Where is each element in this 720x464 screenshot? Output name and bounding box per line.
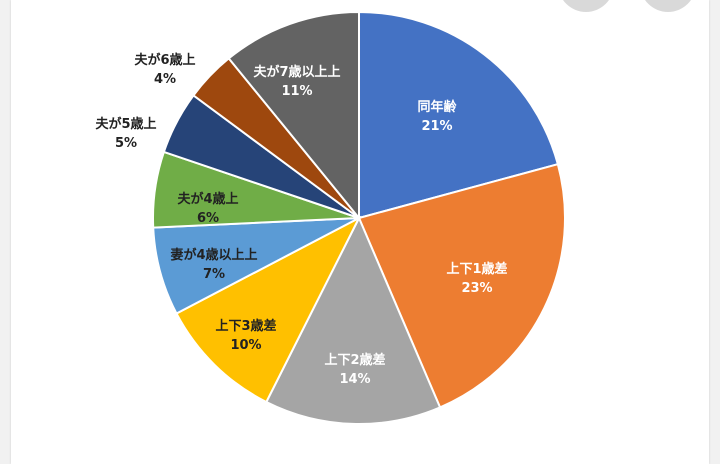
slice-label: 妻が4歳以上上 — [170, 247, 257, 263]
pie-slice — [227, 10, 360, 221]
pie-slice — [358, 10, 560, 220]
slice-label: 上下2歳差 — [324, 352, 385, 368]
pie-slices — [152, 10, 566, 425]
slice-percent-label: 14% — [339, 372, 370, 387]
slice-label: 同年齢 — [417, 99, 457, 115]
slice-label: 夫が7歳以上上 — [253, 64, 340, 80]
pie-slice — [264, 215, 442, 425]
slice-label: 夫が5歳上 — [95, 116, 156, 132]
slice-percent-label: 10% — [230, 338, 261, 353]
slice-percent-label: 5% — [115, 136, 137, 151]
pie-labels: 同年齢 21% 上下1歳差 23% 上下2歳差 14% 上下3歳差 10% 妻が4歳以上上 7% 夫… — [95, 52, 507, 387]
slice-label: 上下1歳差 — [446, 261, 507, 277]
slice-percent-label: 4% — [154, 72, 176, 87]
pie-slice — [175, 215, 362, 404]
slice-percent-label: 23% — [461, 281, 492, 296]
slice-percent-label: 7% — [203, 267, 225, 282]
slice-label: 上下3歳差 — [215, 318, 276, 334]
slice-label: 夫が4歳上 — [177, 191, 238, 207]
slice-label: 夫が6歳上 — [134, 52, 195, 68]
slice-percent-label: 21% — [421, 119, 452, 134]
slice-percent-label: 6% — [197, 211, 219, 226]
pie-slice — [357, 162, 566, 409]
slice-percent-label: 11% — [281, 84, 312, 99]
